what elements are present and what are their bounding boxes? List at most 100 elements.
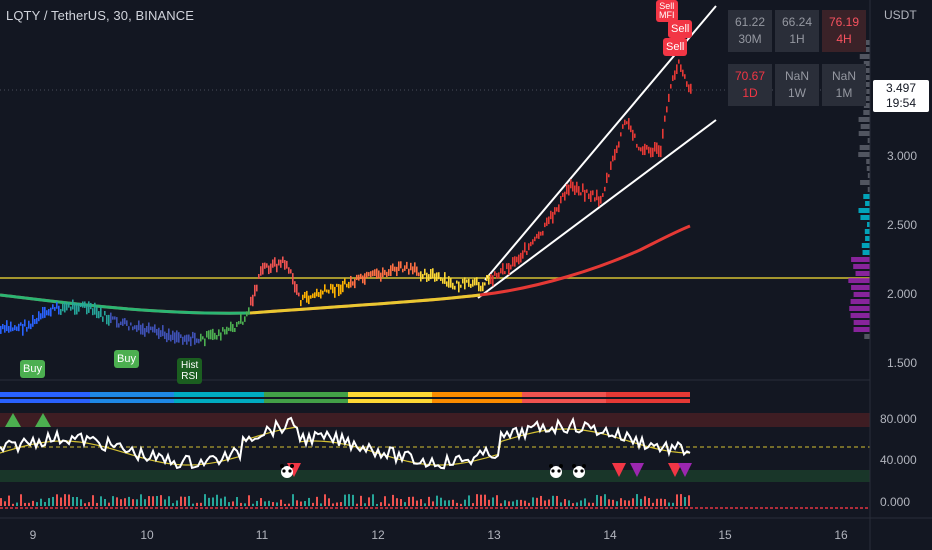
price-candle — [400, 261, 402, 269]
histogram-bar — [188, 496, 190, 506]
price-candle — [22, 323, 24, 336]
trend-bar-segment — [204, 399, 210, 403]
volume-profile-bar — [866, 159, 870, 164]
histogram-bar — [544, 500, 546, 506]
price-candle — [418, 272, 420, 277]
trend-bar-segment — [228, 392, 234, 397]
price-candle — [350, 275, 352, 288]
price-candle — [684, 74, 686, 79]
price-candle — [580, 192, 582, 196]
hist-label-text: Hist — [181, 360, 199, 371]
price-candle — [138, 320, 140, 331]
price-candle — [496, 272, 498, 279]
current-price-value: 3.497 — [885, 81, 917, 95]
price-candle — [602, 193, 604, 197]
price-candle — [570, 179, 572, 189]
volume-profile-bar — [860, 124, 870, 129]
trend-bar-segment — [366, 399, 372, 403]
histogram-bar — [500, 503, 502, 506]
price-candle — [120, 321, 122, 326]
price-candle — [530, 241, 532, 247]
volume-profile-bar — [867, 138, 870, 143]
price-candle — [106, 315, 108, 325]
histogram-bar — [584, 498, 586, 506]
wedge-lower-line[interactable] — [477, 119, 717, 299]
histogram-bar — [240, 502, 242, 506]
price-candle — [408, 268, 410, 275]
histogram-bar — [104, 499, 106, 506]
price-candles — [0, 59, 692, 347]
price-candle — [150, 326, 152, 331]
histogram-bar — [428, 496, 430, 506]
histogram-bar — [520, 499, 522, 506]
trend-bar-segment — [546, 399, 552, 403]
trend-bar-segment — [378, 399, 384, 403]
price-candle — [46, 310, 48, 316]
trend-bar-segment — [324, 392, 330, 397]
trend-bar-segment — [348, 399, 354, 403]
price-candle — [24, 319, 26, 327]
histogram-bar — [664, 499, 666, 506]
trend-bar-segment — [552, 399, 558, 403]
trend-bar-segment — [126, 392, 132, 397]
histogram-bar — [32, 500, 34, 506]
trend-bar-segment — [426, 392, 432, 397]
price-candle — [40, 313, 42, 320]
mtf-value: 61.22 — [734, 15, 766, 29]
trend-color-bars — [0, 392, 690, 403]
trend-bar-segment — [132, 399, 138, 403]
price-candle — [232, 324, 234, 333]
trend-bar-segment — [576, 399, 582, 403]
price-candle — [674, 70, 676, 80]
price-candle — [532, 239, 534, 245]
price-candle — [124, 318, 126, 325]
price-candle — [394, 266, 396, 272]
trend-bar-segment — [282, 399, 288, 403]
price-candle — [222, 327, 224, 332]
histogram-bar — [64, 494, 66, 506]
histogram-bar — [628, 500, 630, 506]
trend-bar-segment — [312, 392, 318, 397]
price-candle — [654, 141, 656, 152]
current-price-badge: 3.497 19:54 — [873, 80, 929, 112]
price-candle — [656, 142, 658, 154]
trend-bar-segment — [282, 392, 288, 397]
price-candle — [404, 265, 406, 271]
price-candle — [500, 268, 502, 274]
volume-profile-bar — [867, 187, 870, 192]
trend-bar-segment — [396, 399, 402, 403]
price-candle — [678, 59, 680, 64]
time-axis-label: 15 — [718, 528, 732, 542]
histogram-bar — [8, 495, 10, 506]
price-candle — [346, 283, 348, 288]
trend-bar-segment — [600, 399, 606, 403]
price-candle — [122, 318, 124, 326]
price-candle — [406, 261, 408, 269]
histogram-bar — [484, 494, 486, 506]
symbol-title[interactable]: LQTY / TetherUS, 30, BINANCE — [6, 8, 195, 23]
hist-rsi-signal-label: Hist RSI — [177, 358, 203, 384]
currency-label[interactable]: USDT — [884, 8, 917, 22]
price-candle — [336, 283, 338, 287]
price-candle — [86, 304, 88, 315]
trend-bar-segment — [114, 399, 120, 403]
trend-bar-segment — [588, 399, 594, 403]
price-candle — [542, 230, 544, 236]
price-candle — [228, 327, 230, 331]
mtf-value: 66.24 — [781, 15, 813, 29]
price-candle — [66, 303, 68, 311]
panda-icon — [572, 464, 586, 478]
price-candle — [526, 250, 528, 255]
oscillator-main-line — [0, 416, 691, 470]
trend-bar-segment — [660, 392, 666, 397]
trend-bar-segment — [300, 399, 306, 403]
price-candle — [296, 284, 298, 295]
price-candle — [42, 306, 44, 319]
buy-triangle-marker — [35, 413, 51, 427]
price-candle — [586, 189, 588, 193]
mtf-cell: 61.22 30M — [728, 10, 772, 52]
price-candle — [310, 295, 312, 299]
trend-bar-segment — [510, 399, 516, 403]
price-candle — [650, 147, 652, 158]
